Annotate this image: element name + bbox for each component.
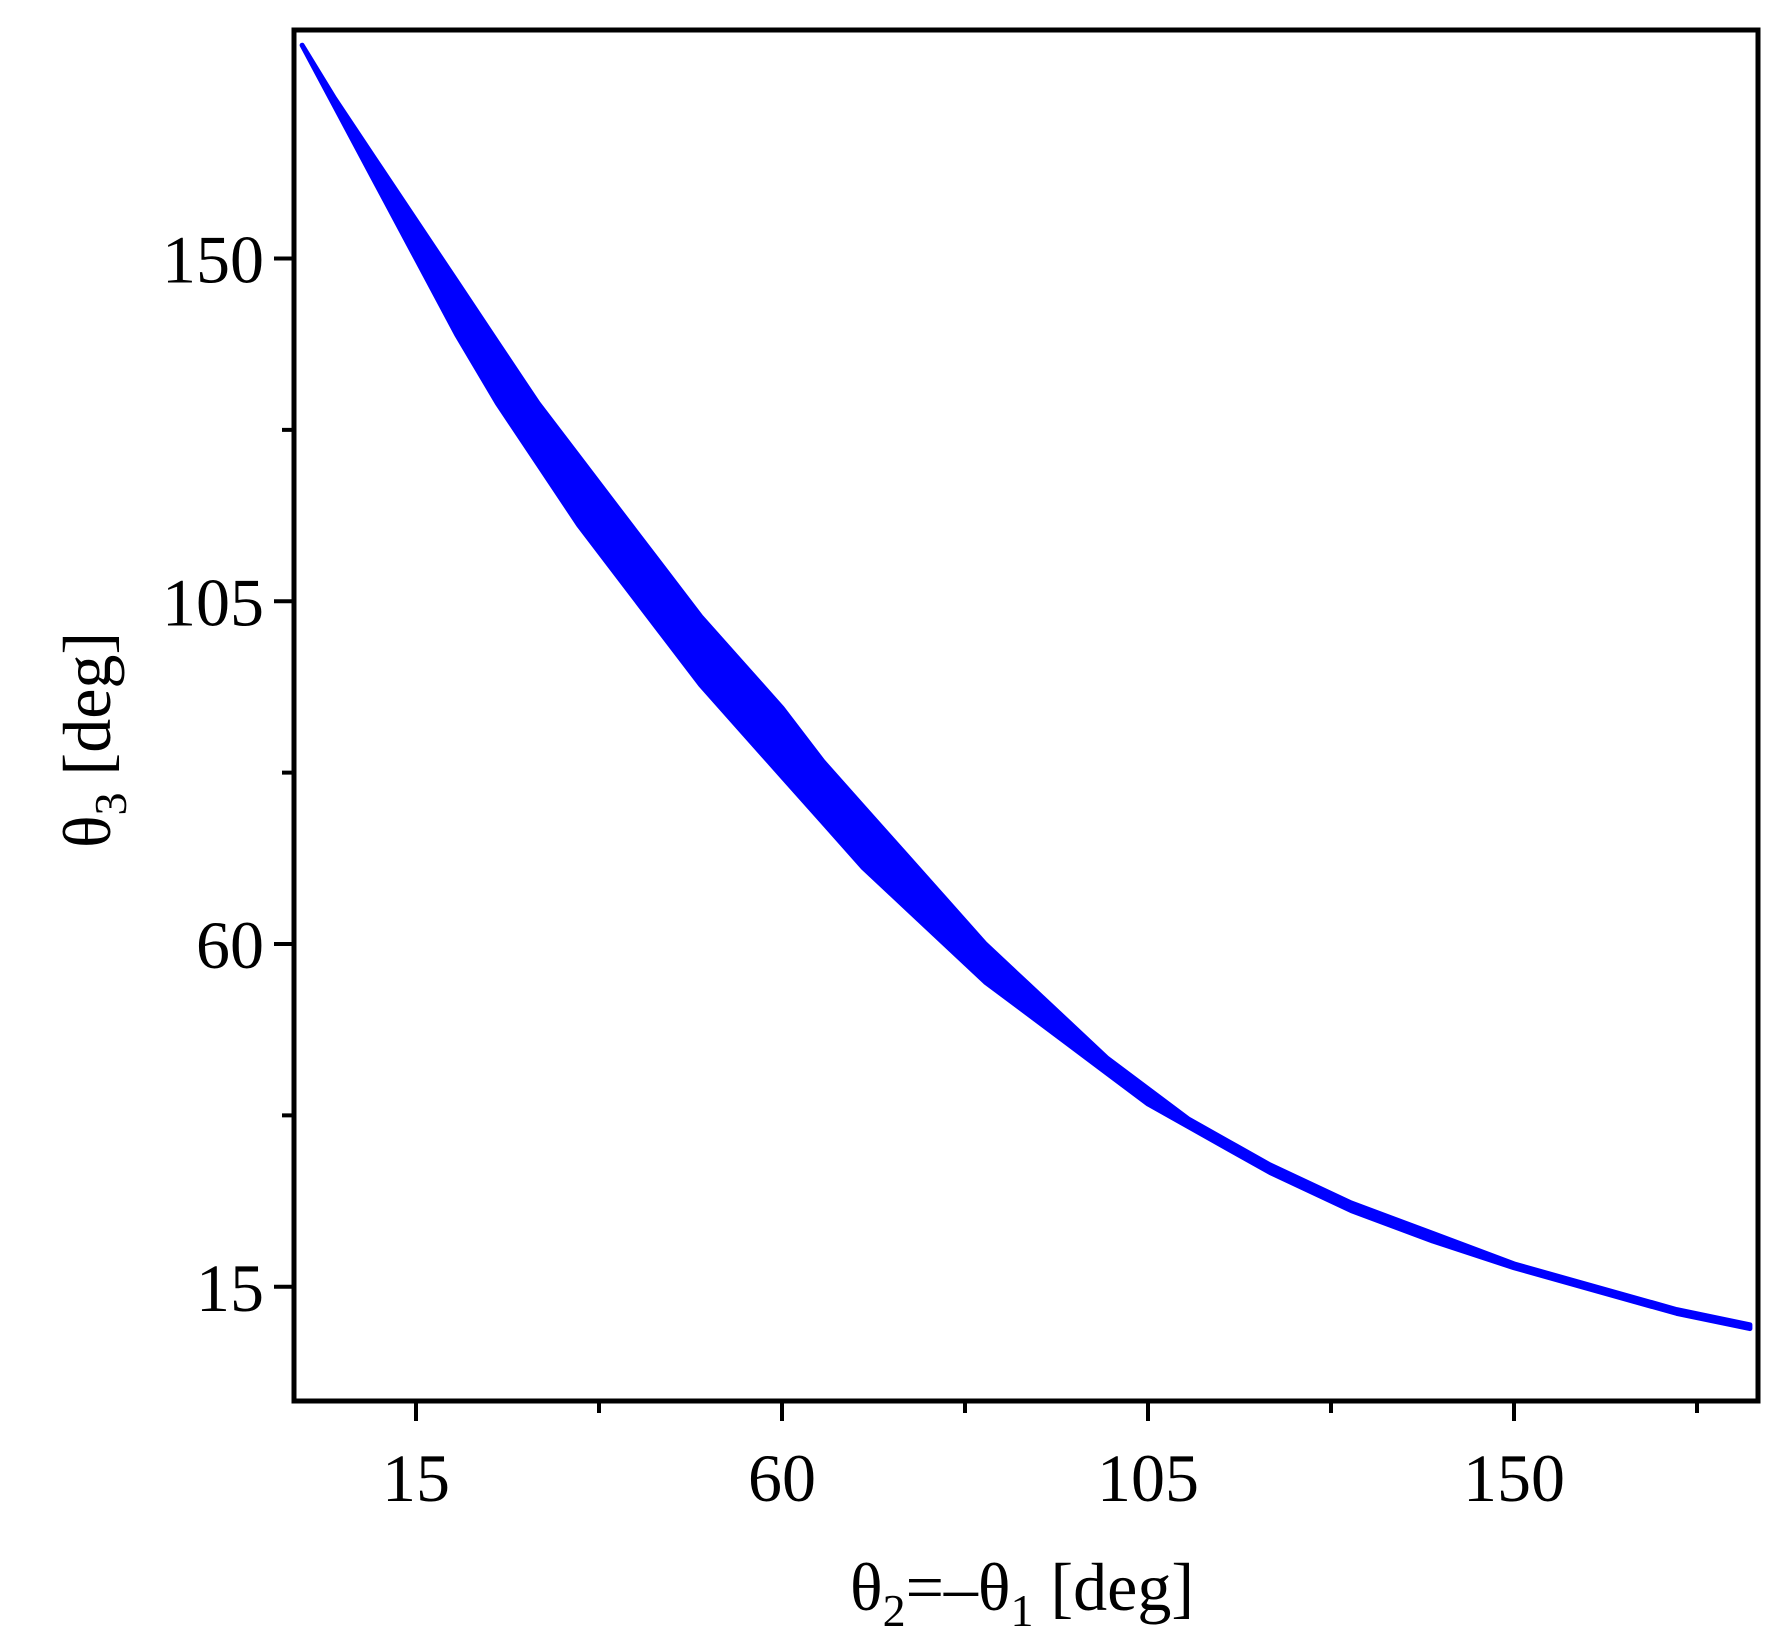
y-tick-label: 60 bbox=[196, 907, 264, 983]
y-tick-label: 150 bbox=[162, 222, 264, 298]
x-tick-label: 60 bbox=[748, 1440, 816, 1516]
data-band-layer bbox=[299, 42, 1753, 1332]
x-tick-label: 105 bbox=[1097, 1440, 1199, 1516]
x-tick-label: 15 bbox=[382, 1440, 450, 1516]
data-band bbox=[299, 42, 1753, 1332]
x-axis-label: θ2=–θ1 [deg] bbox=[850, 1549, 1194, 1636]
x-tick-label: 150 bbox=[1463, 1440, 1565, 1516]
plot-frame bbox=[291, 27, 1761, 1404]
ticks-layer: 15 60 105 150 15 60 105 150 bbox=[162, 222, 1699, 1516]
y-tick-label: 15 bbox=[196, 1250, 264, 1326]
y-tick-label: 105 bbox=[162, 564, 264, 640]
y-axis-label: θ3 [deg] bbox=[49, 632, 136, 848]
